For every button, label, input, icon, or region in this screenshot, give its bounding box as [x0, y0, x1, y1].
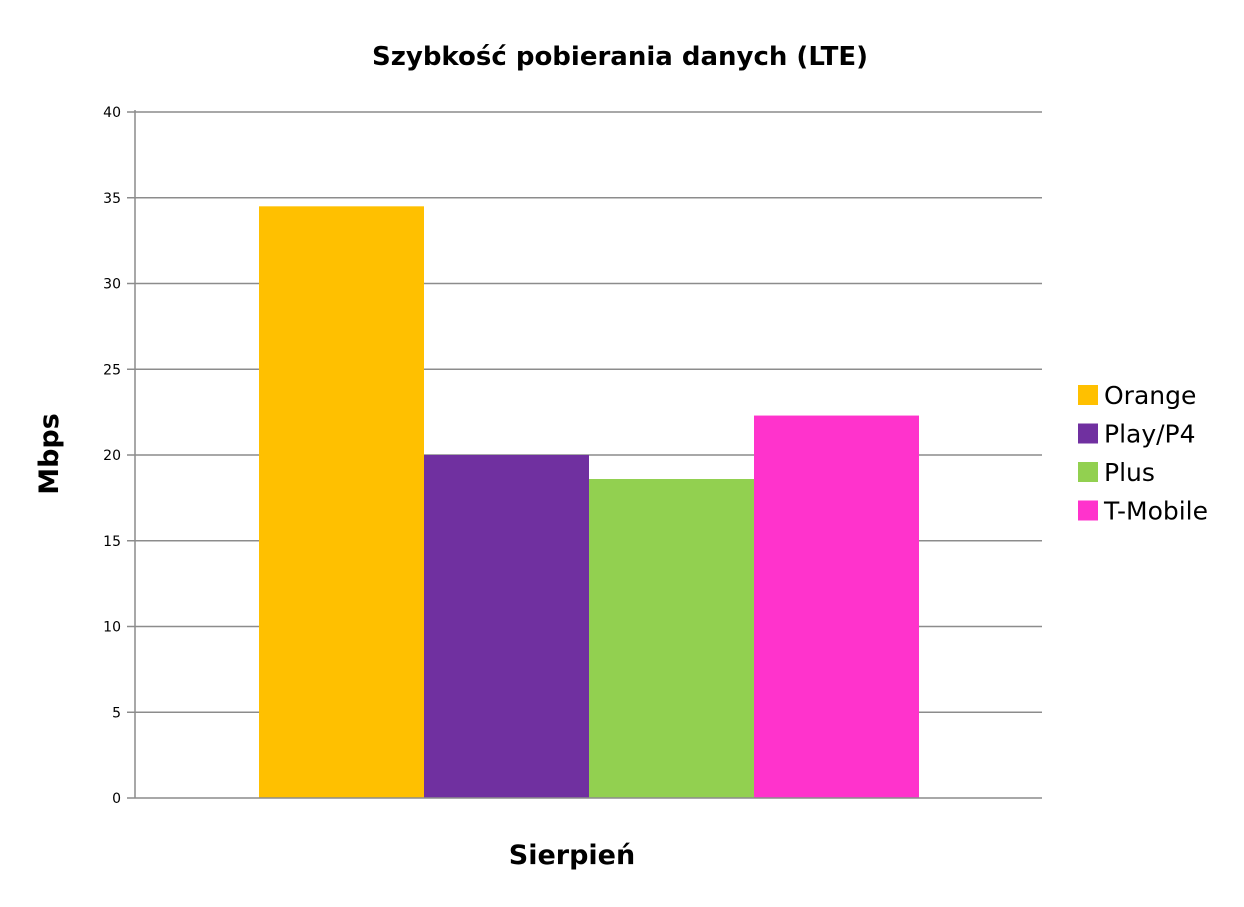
y-tick-label: 25 — [103, 362, 121, 378]
legend-swatch — [1078, 462, 1098, 482]
bars — [259, 206, 919, 798]
legend-label: Plus — [1104, 458, 1155, 487]
x-axis-title: Sierpień — [509, 840, 635, 871]
bar-plus — [589, 479, 754, 798]
legend-label: T-Mobile — [1103, 497, 1208, 526]
legend-swatch — [1078, 500, 1098, 521]
legend: Orange Play/P4 Plus T-Mobile — [1078, 381, 1208, 526]
y-axis-ticks: 0 5 10 15 20 25 30 35 40 — [103, 105, 121, 807]
y-tick-label: 35 — [103, 191, 121, 207]
y-tick-label: 15 — [103, 534, 121, 550]
y-tick-label: 20 — [103, 448, 121, 464]
legend-label: Orange — [1104, 381, 1196, 410]
legend-label: Play/P4 — [1104, 420, 1196, 449]
legend-swatch — [1078, 423, 1098, 444]
y-tick-label: 5 — [112, 705, 121, 721]
y-tick-label: 10 — [103, 620, 121, 636]
y-tick-label: 40 — [103, 105, 121, 121]
bar-orange — [259, 206, 424, 798]
y-tick-label: 30 — [103, 277, 121, 293]
legend-swatch — [1078, 385, 1098, 405]
y-axis-title: Mbps — [34, 413, 65, 495]
bar-t-mobile — [754, 415, 919, 798]
y-tick-label: 0 — [112, 791, 121, 807]
chart-title: Szybkość pobierania danych (LTE) — [372, 42, 868, 72]
bar-play-p4 — [424, 455, 589, 798]
